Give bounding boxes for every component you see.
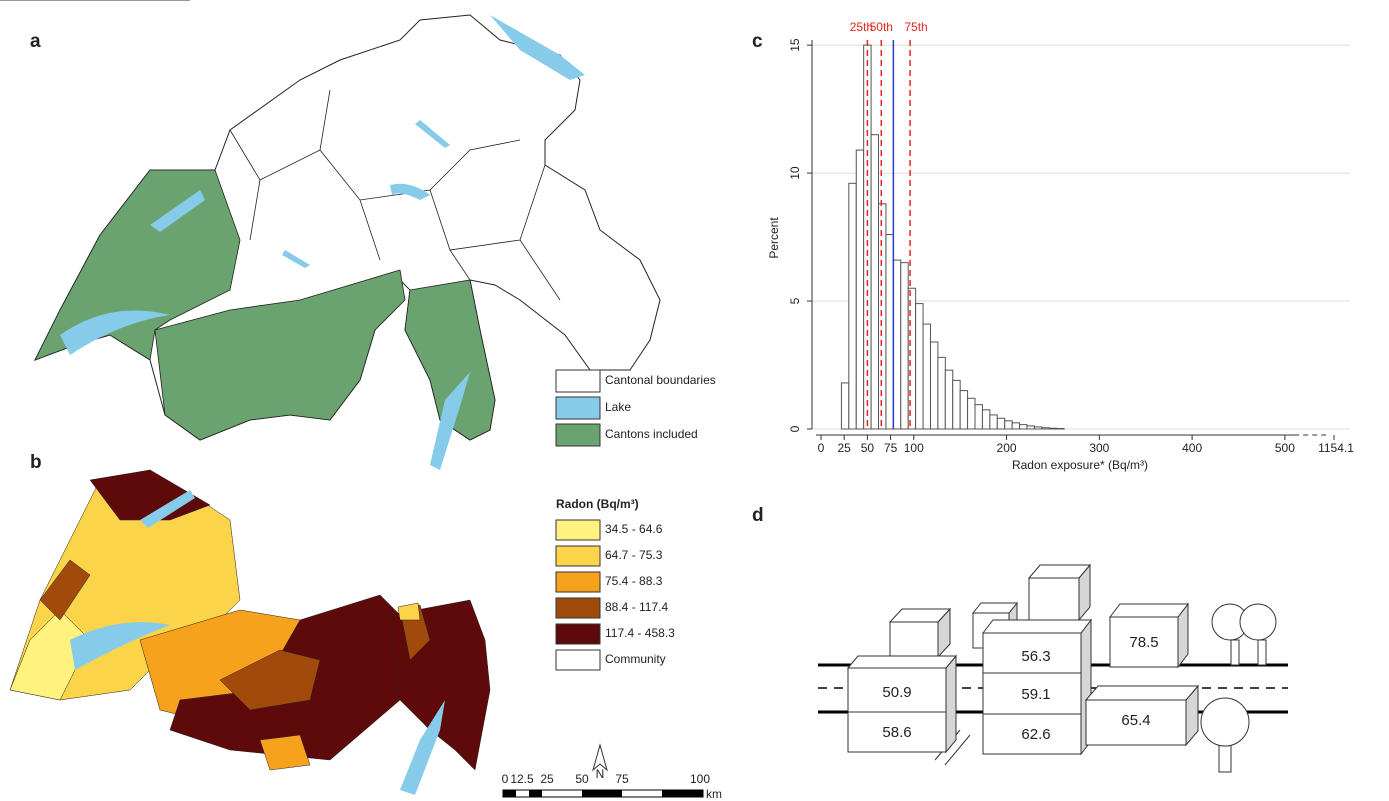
reference-label: 75th bbox=[904, 20, 927, 34]
bar bbox=[848, 182, 857, 430]
scale-label: 0 bbox=[502, 772, 509, 786]
bar bbox=[922, 323, 931, 430]
bar bbox=[1019, 424, 1028, 430]
x-tick-label: 200 bbox=[997, 441, 1017, 455]
x-tick-label: 400 bbox=[1182, 441, 1202, 455]
diagram-d: 50.9 58.6 56.3 59.1 62.6 78.5 65.4 bbox=[0, 0, 1288, 773]
diagram-value: 78.5 bbox=[1129, 634, 1158, 651]
x-tick-label: 75 bbox=[884, 441, 898, 455]
bar bbox=[1056, 427, 1065, 430]
bar bbox=[937, 356, 946, 430]
bar bbox=[900, 262, 909, 430]
y-tick-label: 15 bbox=[788, 38, 802, 52]
x-tick-label: 300 bbox=[1089, 441, 1109, 455]
scale-label: 100 bbox=[690, 772, 710, 786]
legend-swatch bbox=[555, 545, 601, 567]
legend-label: 88.4 - 117.4 bbox=[605, 600, 668, 614]
legend-swatch bbox=[555, 571, 601, 593]
y-tick-label: 0 bbox=[788, 425, 802, 432]
legend-a: Cantonal boundaries Lake Cantons include… bbox=[555, 369, 716, 447]
x-tick-label: 500 bbox=[1275, 441, 1295, 455]
legend-label: 117.4 - 458.3 bbox=[605, 626, 675, 640]
legend-swatch bbox=[555, 649, 601, 671]
bar bbox=[878, 203, 887, 430]
diagram-value: 65.4 bbox=[1121, 712, 1150, 729]
bar bbox=[1011, 422, 1021, 430]
legend-swatch bbox=[555, 369, 601, 393]
bar bbox=[1026, 425, 1035, 430]
x-tick-label: 100 bbox=[904, 441, 924, 455]
diagram-value: 58.6 bbox=[882, 724, 911, 741]
legend-swatch bbox=[555, 423, 601, 447]
bar bbox=[959, 390, 969, 430]
panel-label: b bbox=[30, 452, 42, 473]
legend-label: Cantonal boundaries bbox=[605, 373, 716, 387]
bar bbox=[1048, 427, 1058, 430]
legend-label: Lake bbox=[605, 400, 631, 414]
bar bbox=[996, 417, 1006, 430]
map-b bbox=[9, 469, 491, 795]
scale-label: 12.5 bbox=[510, 772, 534, 786]
bar bbox=[892, 259, 902, 430]
legend-label: Community bbox=[605, 652, 666, 666]
y-axis-title: Percent bbox=[767, 217, 781, 259]
bar bbox=[981, 409, 991, 430]
bar bbox=[1004, 420, 1013, 430]
bar bbox=[870, 134, 880, 430]
legend-label: 75.4 - 88.3 bbox=[605, 574, 663, 588]
bar bbox=[974, 404, 983, 430]
legend-b: Radon (Bq/m³) 34.5 - 64.6 64.7 - 75.3 75… bbox=[555, 497, 675, 671]
bar bbox=[907, 287, 917, 430]
north-arrow: N bbox=[592, 743, 608, 781]
panel-label: d bbox=[752, 505, 764, 526]
diagram-value: 62.6 bbox=[1021, 726, 1050, 743]
reference-label: 25th bbox=[850, 20, 873, 34]
legend-title: Radon (Bq/m³) bbox=[556, 497, 639, 511]
bar bbox=[952, 379, 961, 430]
legend-label: 34.5 - 64.6 bbox=[605, 522, 663, 536]
legend-swatch bbox=[555, 519, 601, 541]
reference-label: 50th bbox=[870, 20, 893, 34]
bar bbox=[840, 382, 850, 430]
x-axis-end-label: 1154.1 bbox=[1318, 441, 1354, 455]
map-a bbox=[33, 14, 661, 470]
y-tick-label: 10 bbox=[788, 166, 802, 180]
north-label: N bbox=[596, 767, 605, 781]
diagram-value: 50.9 bbox=[882, 684, 911, 701]
bar bbox=[929, 341, 939, 430]
legend-label: Cantons included bbox=[605, 427, 698, 441]
scale-label: 25 bbox=[540, 772, 554, 786]
scale-label: 50 bbox=[575, 772, 589, 786]
diagram-value: 59.1 bbox=[1021, 686, 1050, 703]
bar bbox=[1033, 426, 1043, 430]
bar bbox=[989, 414, 998, 430]
scale-bar: 0 12.5 25 50 75 100 km bbox=[502, 772, 722, 801]
legend-label: 64.7 - 75.3 bbox=[605, 548, 663, 562]
scale-label: 75 bbox=[615, 772, 629, 786]
x-tick-label: 0 bbox=[818, 441, 825, 455]
diagram-value: 56.3 bbox=[1021, 648, 1050, 665]
y-tick-label: 5 bbox=[788, 297, 802, 304]
panel-label: a bbox=[30, 31, 41, 52]
bar bbox=[855, 149, 865, 430]
x-tick-label: 25 bbox=[838, 441, 852, 455]
legend-swatch bbox=[555, 396, 601, 420]
scale-unit: km bbox=[706, 787, 722, 801]
x-tick-label: 50 bbox=[861, 441, 875, 455]
legend-swatch bbox=[555, 597, 601, 619]
panel-label: c bbox=[752, 31, 763, 52]
bar bbox=[944, 369, 954, 430]
bar bbox=[1041, 427, 1050, 430]
bar bbox=[967, 397, 976, 430]
legend-swatch bbox=[555, 623, 601, 645]
bar bbox=[915, 303, 924, 430]
bar bbox=[885, 234, 894, 430]
x-axis-title: Radon exposure* (Bq/m³) bbox=[1012, 458, 1148, 472]
